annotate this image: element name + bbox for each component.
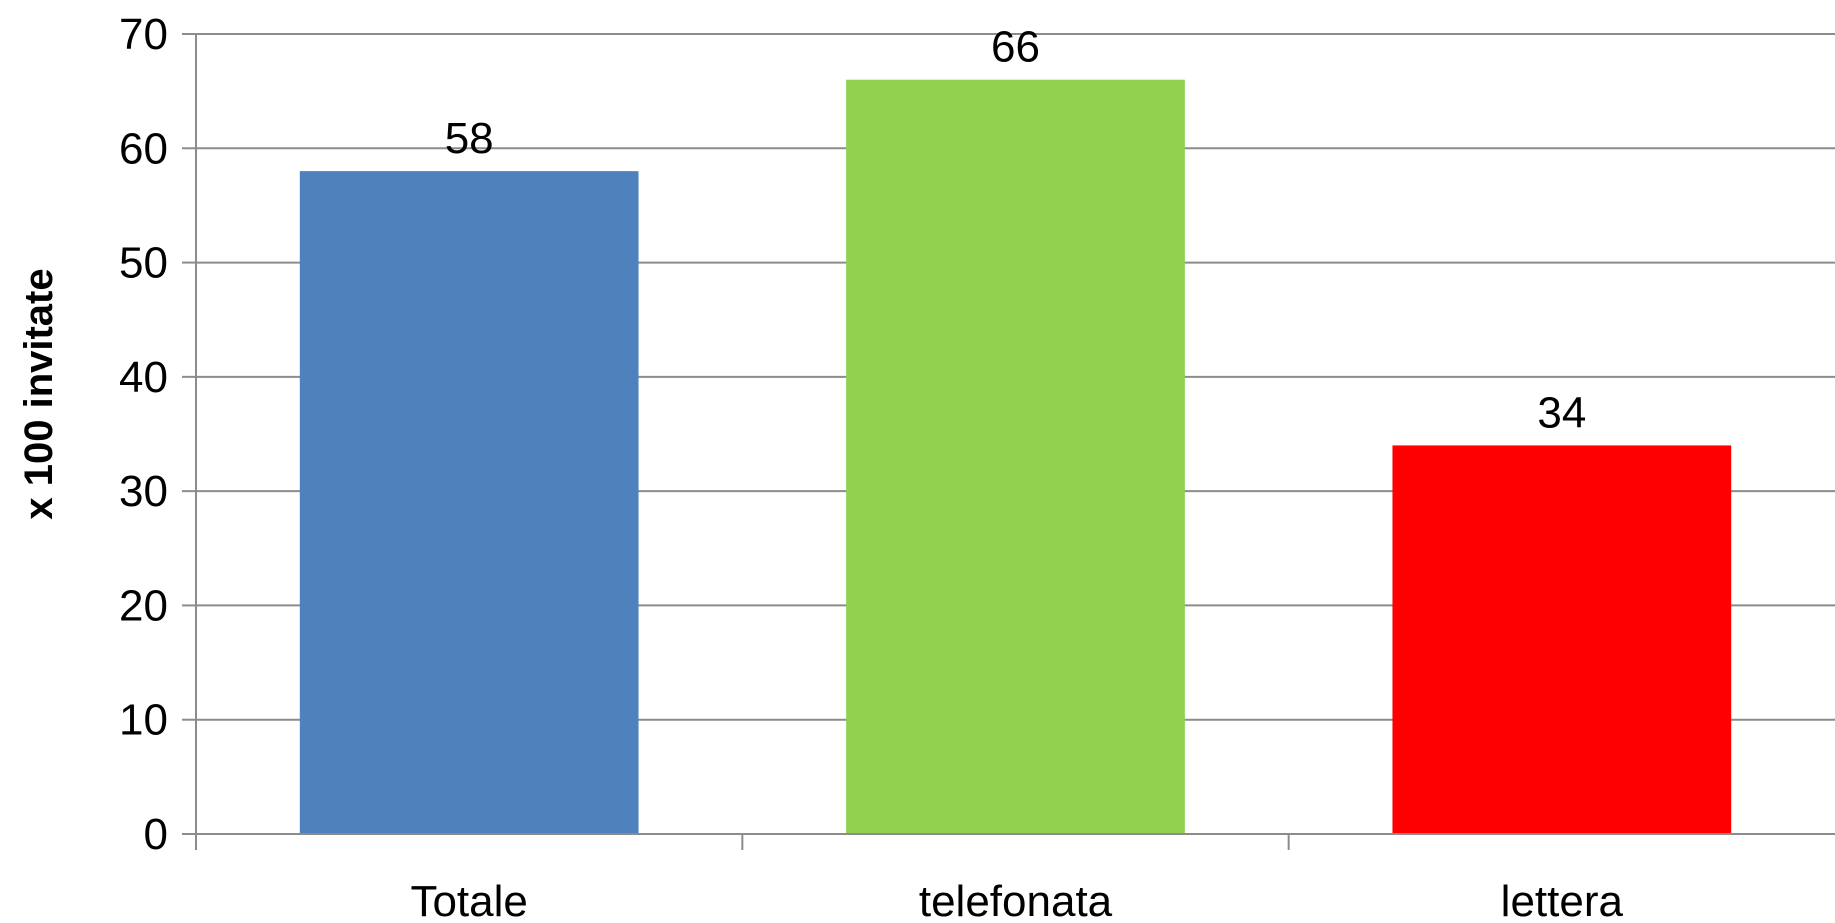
bars [299,79,1732,835]
y-tick-label: 10 [119,696,168,745]
data-label: 58 [445,114,494,163]
x-category-label: lettera [1501,877,1624,923]
labels: 0 10 20 30 40 50 60 70 58 Totale 66 telefonata 34 let… [119,10,1623,923]
y-tick-label: 0 [144,810,168,859]
bar-lettera [1392,445,1732,834]
x-category-label: telefonata [919,877,1113,923]
x-category-label: Totale [410,877,527,923]
y-tick-label: 60 [119,124,168,173]
y-tick-label: 50 [119,239,168,288]
y-tick-label: 20 [119,581,168,630]
bar-totale [299,171,639,835]
y-tick-label: 40 [119,353,168,402]
axes [182,33,1835,850]
y-tick-label: 30 [119,467,168,516]
bar-telefonata [846,79,1185,834]
data-label: 66 [991,23,1040,72]
y-tick-label: 70 [119,10,168,59]
y-axis-title: x 100 invitate [17,268,61,519]
data-label: 34 [1537,388,1586,437]
